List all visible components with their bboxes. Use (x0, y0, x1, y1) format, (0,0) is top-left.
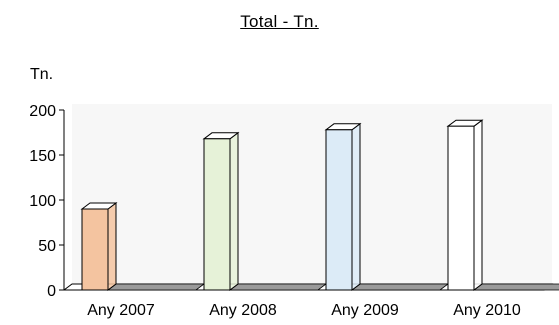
bar-floor-shadow (350, 283, 450, 291)
chart-title: Total - Tn. (240, 12, 319, 31)
bar (81, 208, 109, 291)
x-category-label: Any 2010 (453, 302, 521, 319)
bar-floor-shadow (472, 283, 559, 291)
x-category-label: Any 2008 (209, 302, 277, 319)
y-tick-label: 100 (29, 193, 56, 210)
y-tick-label: 50 (38, 238, 56, 255)
y-tick-label: 0 (47, 283, 56, 300)
bar (203, 138, 231, 291)
bar-floor-shadow (106, 283, 206, 291)
x-category-label: Any 2007 (87, 302, 155, 319)
bar-side (229, 131, 239, 291)
bar (325, 129, 353, 291)
bar (447, 125, 475, 291)
bar-side (473, 119, 483, 291)
y-axis-unit-label: Tn. (30, 66, 54, 83)
bar-side (107, 202, 117, 291)
bar-side (351, 122, 361, 291)
bar-floor-shadow (228, 283, 328, 291)
y-tick-label: 200 (29, 103, 56, 120)
y-tick-label: 150 (29, 148, 56, 165)
x-category-label: Any 2009 (331, 302, 399, 319)
